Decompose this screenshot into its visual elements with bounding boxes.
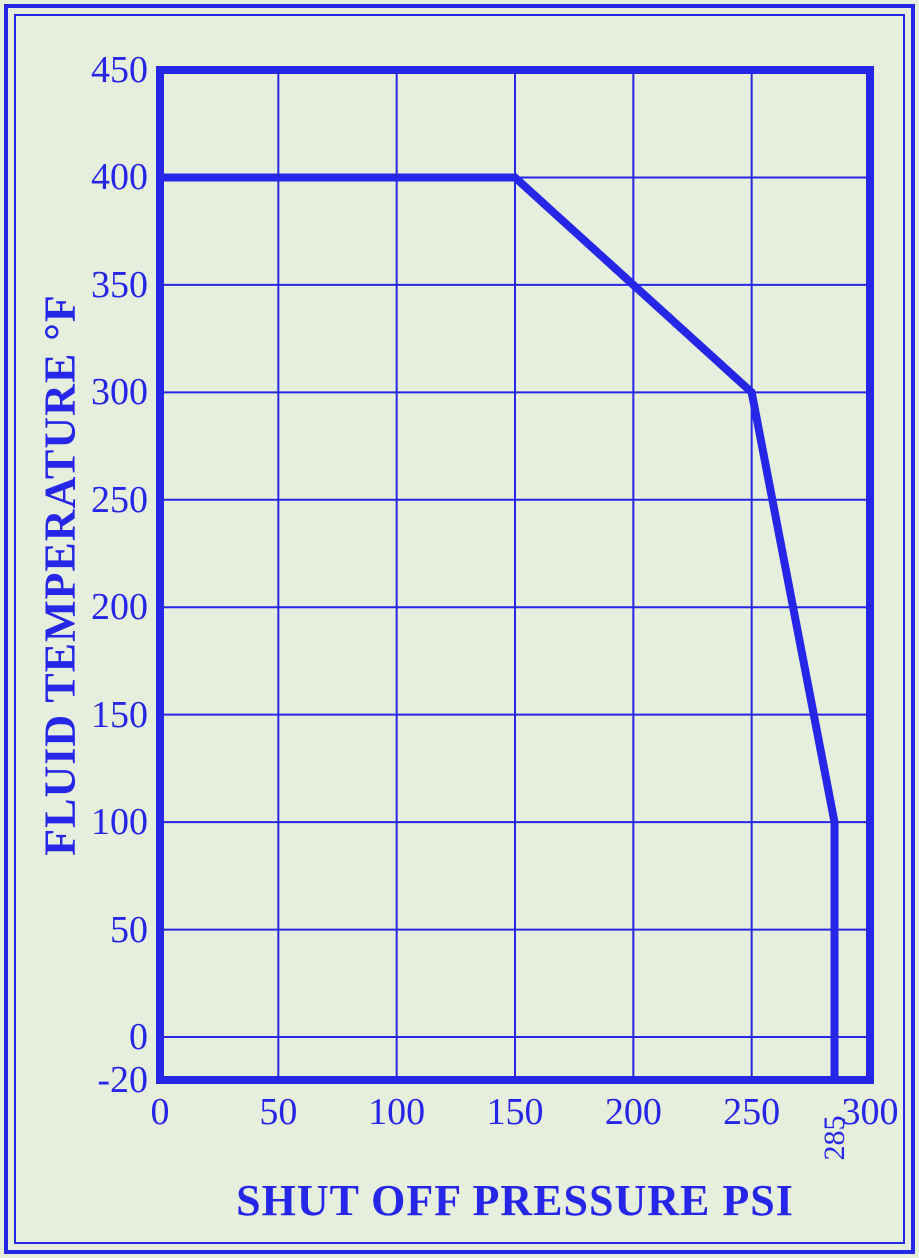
y-tick-label: 0	[129, 1015, 148, 1059]
y-tick-label: 300	[91, 370, 148, 414]
x-tick-label-extra: 285	[818, 1116, 852, 1161]
x-tick-label: 50	[259, 1090, 297, 1134]
x-tick-label: 200	[605, 1090, 662, 1134]
x-tick-label: 0	[151, 1090, 170, 1134]
y-tick-label: -20	[97, 1058, 148, 1102]
y-axis-title: FLUID TEMPERATURE °F	[35, 294, 86, 856]
y-tick-label: 350	[91, 263, 148, 307]
y-tick-label: 150	[91, 693, 148, 737]
y-tick-label: 450	[91, 48, 148, 92]
y-tick-label: 200	[91, 585, 148, 629]
x-tick-label: 100	[368, 1090, 425, 1134]
x-tick-label: 250	[723, 1090, 780, 1134]
y-tick-label: 400	[91, 155, 148, 199]
x-tick-label: 150	[487, 1090, 544, 1134]
x-axis-title: SHUT OFF PRESSURE PSI	[236, 1175, 794, 1226]
y-tick-label: 250	[91, 478, 148, 522]
y-tick-label: 50	[110, 908, 148, 952]
chart-container: SHUT OFF PRESSURE PSI FLUID TEMPERATURE …	[0, 0, 919, 1258]
y-tick-label: 100	[91, 800, 148, 844]
